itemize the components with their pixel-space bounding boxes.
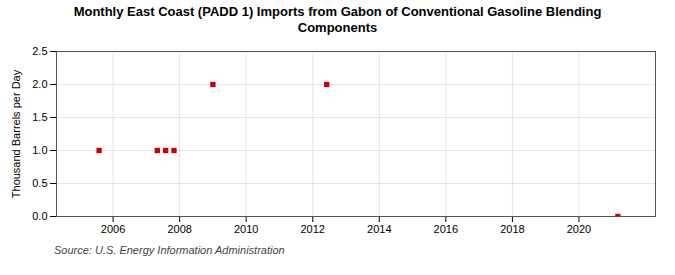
- svg-text:2016: 2016: [434, 223, 458, 235]
- svg-text:2012: 2012: [300, 223, 324, 235]
- html-text:Source: U.S. Energy Informatio: Source: U.S. Energy Information Administ…: [54, 243, 285, 256]
- svg-text:2.5: 2.5: [32, 45, 47, 57]
- html-text:Monthly East Coast (PADD 1) Im: Monthly East Coast (PADD 1) Imports from…: [73, 4, 602, 36]
- svg-text:Thousand Barrels per Day: Thousand Barrels per Day: [10, 69, 22, 198]
- svg-text:2010: 2010: [234, 223, 258, 235]
- svg-text:2006: 2006: [101, 223, 125, 235]
- svg-text:1.0: 1.0: [32, 144, 47, 156]
- svg-text:1.5: 1.5: [32, 111, 47, 123]
- svg-text:2008: 2008: [167, 223, 191, 235]
- svg-text:0.5: 0.5: [32, 177, 47, 189]
- svg-text:2018: 2018: [500, 223, 524, 235]
- svg-text:2020: 2020: [567, 223, 591, 235]
- svg-text:0.0: 0.0: [32, 210, 47, 222]
- svg-text:2014: 2014: [367, 223, 391, 235]
- svg-text:2.0: 2.0: [32, 78, 47, 90]
